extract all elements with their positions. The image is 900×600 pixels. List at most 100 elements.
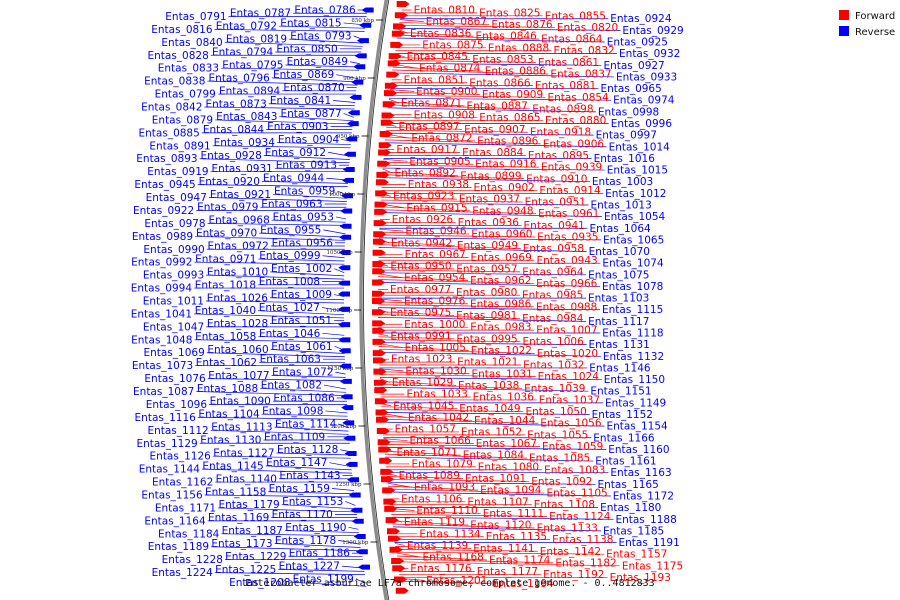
gene-connector xyxy=(274,426,349,432)
gene-label: Entas_0867 xyxy=(426,16,487,28)
reverse-gene-arrow xyxy=(340,208,353,214)
gene-label: Entas_0977 xyxy=(390,284,451,296)
gene-connector xyxy=(349,61,360,65)
gene-connector xyxy=(378,273,403,279)
forward-gene-arrow xyxy=(385,517,399,524)
forward-gene-arrow xyxy=(383,498,397,505)
gene-connector xyxy=(195,235,346,241)
reverse-gene-arrow xyxy=(344,451,357,456)
gene-connector xyxy=(378,241,455,247)
gene-label: Entas_1057 xyxy=(395,424,456,436)
gene-connector xyxy=(207,223,346,226)
gene-label: Entas_1160 xyxy=(608,444,669,456)
forward-gene-arrow xyxy=(372,298,386,304)
gene-connector xyxy=(381,412,590,415)
gene-connector xyxy=(382,415,473,421)
gene-connector xyxy=(258,258,345,262)
gene-connector xyxy=(218,507,357,513)
gene-label: Entas_1128 xyxy=(277,444,338,456)
forward-gene-arrow xyxy=(381,112,395,119)
gene-label: Entas_0879 xyxy=(152,114,213,126)
gene-connector xyxy=(382,421,605,427)
gene-connector xyxy=(392,520,469,526)
forward-gene-arrow xyxy=(391,30,405,37)
gene-connector xyxy=(383,158,408,162)
gene-connector xyxy=(325,410,348,414)
gene-connector xyxy=(378,342,587,345)
gene-label: Entas_0933 xyxy=(616,71,677,83)
gene-connector xyxy=(261,413,348,417)
reverse-gene-arrow xyxy=(338,250,351,255)
gene-connector xyxy=(271,77,358,83)
forward-gene-arrow xyxy=(390,41,404,48)
gene-connector xyxy=(378,351,601,357)
gene-connector xyxy=(391,72,614,78)
gene-label: Entas_0923 xyxy=(393,191,454,203)
forward-gene-arrow xyxy=(384,505,398,512)
gene-label: Entas_0876 xyxy=(491,19,553,31)
reverse-gene-arrow xyxy=(350,507,363,513)
gene-label: Entas_0947 xyxy=(146,192,207,204)
gene-label: Entas_0881 xyxy=(535,80,596,92)
gene-label: Entas_1194 xyxy=(493,578,555,590)
forward-gene-arrow xyxy=(376,171,390,178)
gene-label: Entas_1047 xyxy=(143,321,204,333)
reverse-gene-arrow xyxy=(338,337,351,343)
tick-label: 1000 kbp xyxy=(329,192,356,198)
reverse-gene-arrow xyxy=(339,223,352,229)
gene-label: Entas_0794 xyxy=(212,47,274,59)
gene-label: Entas_0915 xyxy=(406,202,467,214)
gene-connector xyxy=(388,488,545,494)
gene-label: Entas_1225 xyxy=(215,564,276,576)
reverse-gene-arrow xyxy=(356,38,369,44)
gene-connector xyxy=(378,276,469,281)
gene-connector xyxy=(383,161,474,165)
gene-label: Entas_1108 xyxy=(534,499,595,511)
gene-label: Entas_0926 xyxy=(392,214,454,226)
gene-connector xyxy=(384,450,461,456)
gene-label: Entas_0849 xyxy=(287,56,348,68)
gene-label: Entas_0976 xyxy=(404,296,466,308)
gene-connector xyxy=(289,38,364,44)
gene-label: Entas_1168 xyxy=(423,552,484,564)
gene-label: Entas_1044 xyxy=(474,415,536,427)
gene-connector xyxy=(379,374,536,378)
gene-connector xyxy=(197,417,348,420)
gene-connector xyxy=(260,387,347,393)
gene-label: Entas_1016 xyxy=(594,153,656,165)
gene-connector xyxy=(274,543,361,548)
gene-label: Entas_0920 xyxy=(199,176,260,188)
forward-gene-arrow xyxy=(379,457,393,464)
gene-label: Entas_1051 xyxy=(271,315,332,327)
gene-label: Entas_1075 xyxy=(588,269,649,281)
gene-label: Entas_0914 xyxy=(539,185,601,197)
gene-connector xyxy=(378,349,535,354)
gene-label: Entas_0980 xyxy=(456,287,517,299)
gene-label: Entas_1054 xyxy=(604,211,666,223)
gene-connector xyxy=(387,481,596,485)
reverse-gene-arrow xyxy=(351,518,364,524)
gene-connector xyxy=(397,558,554,564)
gene-label: Entas_1173 xyxy=(211,538,272,550)
gene-connector xyxy=(380,383,523,389)
gene-connector xyxy=(392,523,535,529)
reverse-gene-arrow xyxy=(342,167,355,172)
gene-connector xyxy=(387,479,530,482)
forward-gene-arrow xyxy=(383,90,397,97)
gene-connector xyxy=(391,513,548,517)
gene-connector xyxy=(387,107,596,113)
gene-label: Entas_1129 xyxy=(136,438,197,450)
reverse-gene-arrow xyxy=(338,348,351,354)
gene-label: Entas_1114 xyxy=(275,418,337,430)
gene-connector xyxy=(392,69,549,75)
gene-label: Entas_1032 xyxy=(523,360,584,372)
forward-gene-arrow xyxy=(374,208,388,215)
gene-connector xyxy=(331,488,354,491)
gene-connector xyxy=(398,25,555,28)
gene-connector xyxy=(224,41,363,47)
gene-label: Entas_0842 xyxy=(141,102,202,114)
forward-gene-arrow xyxy=(374,387,388,394)
forward-gene-arrow xyxy=(382,487,396,494)
gene-connector xyxy=(321,307,345,312)
